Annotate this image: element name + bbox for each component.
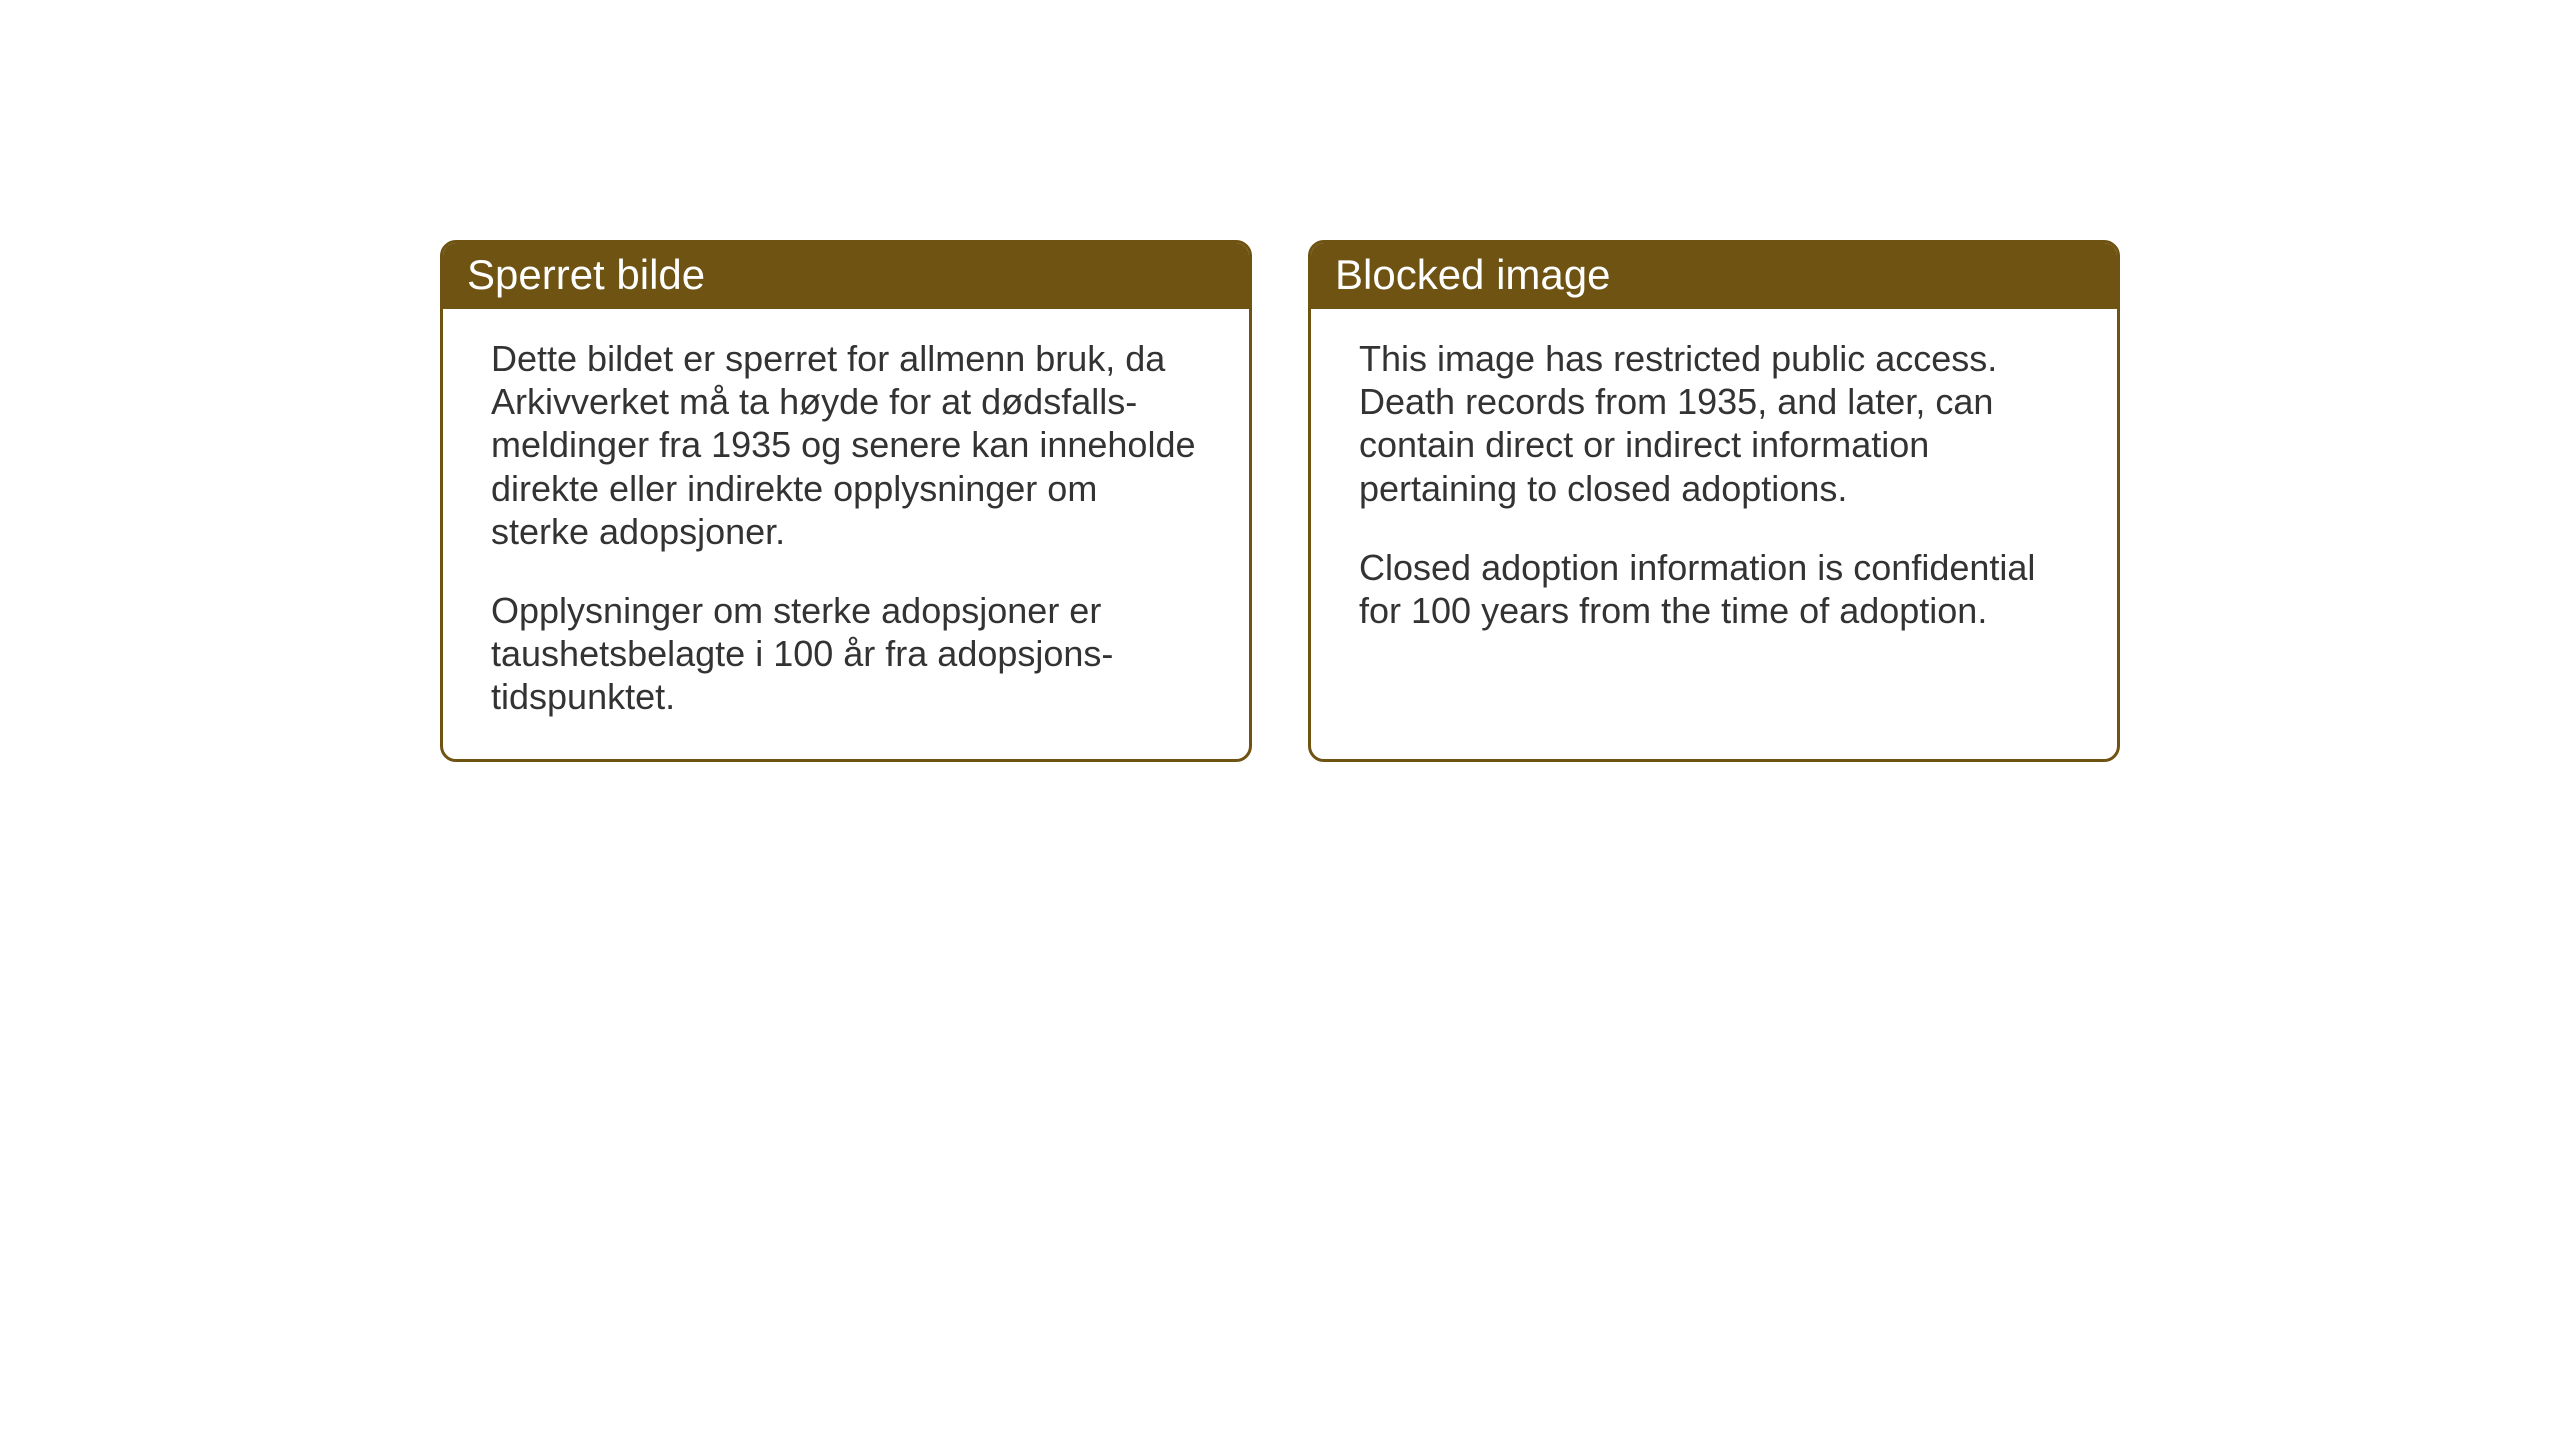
notice-card-english: Blocked image This image has restricted … [1308,240,2120,762]
card-paragraph-norwegian-2: Opplysninger om sterke adopsjoner er tau… [491,589,1201,719]
card-header-norwegian: Sperret bilde [443,243,1249,309]
notice-container: Sperret bilde Dette bildet er sperret fo… [440,240,2120,762]
card-header-english: Blocked image [1311,243,2117,309]
card-paragraph-norwegian-1: Dette bildet er sperret for allmenn bruk… [491,337,1201,553]
card-title-norwegian: Sperret bilde [467,251,705,298]
card-title-english: Blocked image [1335,251,1610,298]
notice-card-norwegian: Sperret bilde Dette bildet er sperret fo… [440,240,1252,762]
card-body-norwegian: Dette bildet er sperret for allmenn bruk… [443,309,1249,759]
card-paragraph-english-2: Closed adoption information is confident… [1359,546,2069,632]
card-body-english: This image has restricted public access.… [1311,309,2117,672]
card-paragraph-english-1: This image has restricted public access.… [1359,337,2069,510]
